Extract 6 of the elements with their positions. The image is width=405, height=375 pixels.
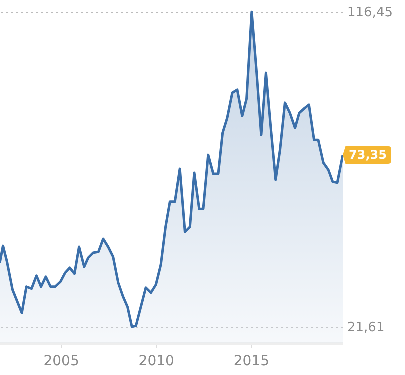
annotation: 73,35: [349, 148, 387, 162]
x-tick-label: 2010: [138, 354, 174, 370]
y-tick-label: 116,45: [348, 6, 393, 21]
x-tick-label: 2005: [44, 354, 80, 370]
x-tick-label: 2015: [234, 354, 270, 370]
y-tick-label: 21,61: [348, 320, 385, 336]
